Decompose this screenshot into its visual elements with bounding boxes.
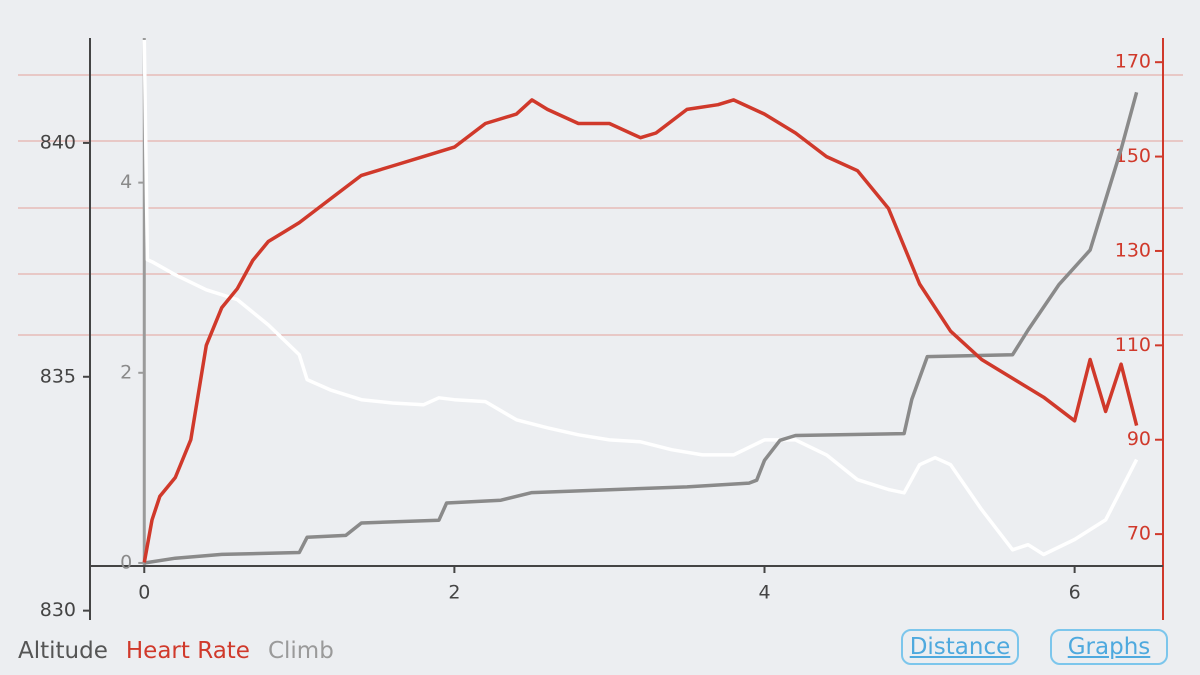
y2-tick-label: 170 <box>1115 51 1151 73</box>
series-line <box>142 39 1139 557</box>
y2-tick-label: 70 <box>1127 523 1151 545</box>
y-tick-label: 830 <box>40 599 76 621</box>
series-line <box>142 98 1139 563</box>
legend-item: Heart Rate <box>125 638 250 664</box>
y2-tick-label: 130 <box>1115 239 1151 261</box>
legend-item: Climb <box>267 638 334 664</box>
decor-lines <box>18 74 1183 336</box>
y2-tick-label: 150 <box>1115 145 1151 167</box>
graphs-button[interactable]: Graphs <box>1050 629 1168 665</box>
legend-item: Altitude <box>18 638 108 664</box>
legend: Altitude Heart Rate Climb <box>18 638 334 664</box>
y-tick-label: 835 <box>40 365 76 387</box>
x-tick-label: 0 <box>138 582 150 604</box>
y3-tick-label: 4 <box>120 171 132 193</box>
x-tick-label: 6 <box>1069 582 1081 604</box>
x-tick-label: 2 <box>448 582 460 604</box>
x-tick-label: 4 <box>758 582 770 604</box>
distance-button[interactable]: Distance <box>901 629 1019 665</box>
series-line <box>144 91 1139 565</box>
y2-tick-label: 90 <box>1127 428 1151 450</box>
y-tick-label: 840 <box>40 131 76 153</box>
y3-tick-label: 0 <box>120 551 132 573</box>
y3-tick-label: 2 <box>120 361 132 383</box>
y2-tick-label: 110 <box>1115 334 1151 356</box>
